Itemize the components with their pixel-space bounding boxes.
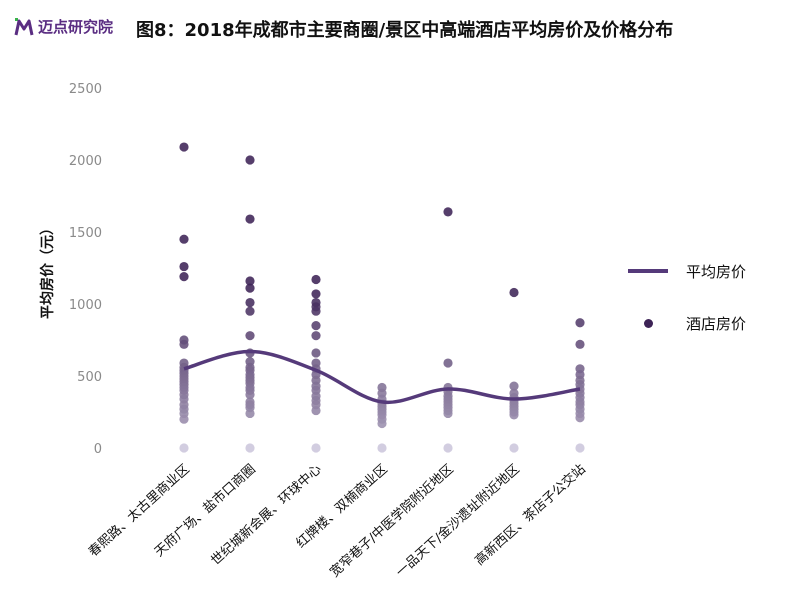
hotel-price-point	[377, 418, 387, 429]
hotel-price-point	[245, 155, 255, 165]
hotel-price-point	[443, 408, 453, 419]
logo-mark-icon	[14, 18, 34, 36]
hotel-price-point	[443, 358, 453, 368]
hotel-price-point	[311, 306, 321, 316]
legend-label-average: 平均房价	[686, 262, 747, 281]
hotel-price-point	[443, 207, 453, 217]
x-category-label: 高新西区、茶店子公交站	[472, 461, 589, 569]
hotel-price-point	[245, 443, 255, 453]
hotel-price-point	[575, 318, 585, 328]
x-axis-labels: 春熙路、太古里商业区天府广场、盐市口商圈世纪城新会展、环球中心红牌楼、双楠商业区…	[85, 461, 588, 580]
hotel-price-point	[179, 339, 189, 349]
hotel-price-point	[311, 348, 321, 358]
hotel-price-point	[575, 339, 585, 349]
hotel-price-point	[509, 287, 519, 298]
hotel-price-point	[179, 142, 189, 152]
y-tick-label: 1000	[69, 298, 102, 313]
hotel-price-point	[311, 274, 321, 285]
hotel-price-point	[245, 276, 255, 286]
y-tick-label: 2500	[69, 82, 102, 97]
hotel-price-point	[377, 443, 387, 453]
logo-text: 迈点研究院	[38, 17, 114, 36]
legend-dot-swatch	[644, 318, 653, 328]
x-category-label: 一品天下/金沙遗址附近地区	[393, 461, 523, 580]
hotel-price-point	[245, 408, 255, 419]
header: 迈点研究院 图8：2018年成都市主要商圈/景区中高端酒店平均房价及价格分布	[0, 0, 800, 60]
hotel-price-point	[245, 214, 255, 224]
hotel-price-point	[575, 413, 585, 423]
hotel-price-point	[179, 443, 189, 453]
hotel-price-point	[311, 331, 321, 341]
logo: 迈点研究院	[14, 14, 113, 38]
hotel-price-point	[509, 443, 519, 453]
x-category-label: 世纪城新会展、环球中心	[208, 461, 325, 569]
legend-label-hotel: 酒店房价	[686, 314, 747, 333]
hotel-price-point	[245, 390, 255, 400]
hotel-price-point	[245, 297, 255, 308]
legend-item-average: 平均房价	[628, 258, 788, 284]
hotel-price-point	[311, 289, 321, 299]
y-tick-label: 2000	[69, 154, 102, 169]
hotel-price-point	[509, 410, 519, 420]
hotel-price-point	[443, 443, 453, 453]
hotel-price-point	[179, 261, 189, 272]
y-axis-label: 平均房价（元）	[39, 221, 56, 319]
y-tick-label: 1500	[69, 226, 102, 241]
hotel-price-point	[245, 283, 255, 293]
hotel-price-point	[179, 414, 189, 424]
scatter-points	[179, 142, 585, 453]
average-price-line	[183, 349, 581, 405]
hotel-price-point	[311, 405, 321, 416]
legend: 平均房价 酒店房价	[628, 258, 788, 362]
legend-line-swatch	[628, 269, 668, 273]
chart-title: 图8：2018年成都市主要商圈/景区中高端酒店平均房价及价格分布	[136, 20, 674, 41]
hotel-price-point	[179, 272, 189, 282]
hotel-price-point	[509, 381, 519, 391]
hotel-price-point	[311, 321, 321, 331]
hotel-price-point	[245, 306, 255, 316]
hotel-price-point	[575, 443, 585, 453]
hotel-price-point	[245, 331, 255, 341]
y-tick-label: 500	[77, 370, 102, 385]
x-category-label: 宽窄巷子/中医学院附近地区	[327, 461, 457, 580]
hotel-price-point	[179, 234, 189, 244]
y-tick-label: 0	[94, 442, 102, 457]
legend-item-hotel: 酒店房价	[628, 310, 788, 336]
hotel-price-point	[311, 443, 321, 453]
y-axis-ticks: 0 500 1000 1500 2000 2500	[69, 82, 102, 457]
